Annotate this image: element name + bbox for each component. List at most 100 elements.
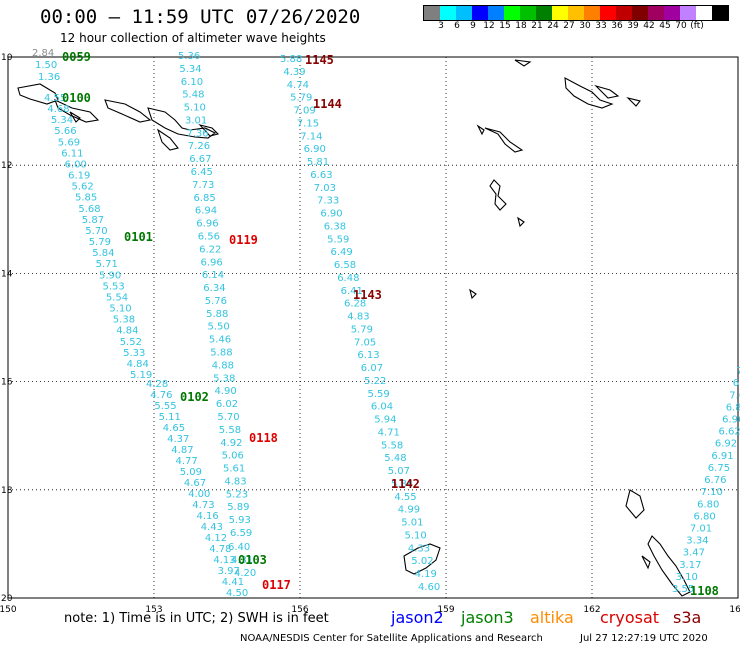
swh-value: 6.90 xyxy=(304,144,326,155)
pass-time-label: 1108 xyxy=(690,584,719,598)
pass-time-label: 0100 xyxy=(62,91,91,105)
coastline-island xyxy=(517,216,525,228)
swh-value: 7.05 xyxy=(729,390,740,401)
swh-value: 5.19 xyxy=(130,370,152,381)
swh-value: 4.68 xyxy=(47,104,69,115)
swh-value: 6.41 xyxy=(341,286,363,297)
swh-value: 5.85 xyxy=(75,193,97,204)
pass-time-label: 0103 xyxy=(238,553,267,567)
coastline-island xyxy=(626,96,641,107)
pass-0119: 5.36 5.34 6.10 5.48 5.10 3.017.36 7.26 6.67 6.45… xyxy=(178,51,258,539)
coastline-island xyxy=(484,127,524,153)
swh-value: 6.83 xyxy=(726,402,740,413)
swh-value: 4.71 xyxy=(378,428,400,439)
footnote: note: 1) Time is in UTC; 2) SWH is in fe… xyxy=(64,611,329,626)
swh-value: 5.10 xyxy=(184,103,206,114)
coastline-island xyxy=(564,77,614,109)
swh-value: 6.67 xyxy=(189,154,211,165)
scale-label: 15 xyxy=(499,21,511,31)
swh-value: 5.93 xyxy=(229,515,251,526)
swh-value: 3.55 xyxy=(672,584,694,595)
credit-line: NOAA/NESDIS Center for Satellite Applica… xyxy=(240,633,543,644)
swh-value: 6.56 xyxy=(198,232,220,243)
swh-value: 5.23 xyxy=(226,489,248,500)
swh-value: 6.58 xyxy=(334,260,356,271)
scale-swatch xyxy=(712,6,728,20)
swh-value: 7.01 xyxy=(690,524,712,535)
pass-1144: 1144 xyxy=(313,97,342,111)
swh-value: 5.09 xyxy=(180,467,202,478)
coastline-island xyxy=(198,124,220,137)
scale-swatch xyxy=(520,6,536,20)
swh-value: 4.77 xyxy=(176,456,198,467)
pass-time-label: 0102 xyxy=(180,390,209,404)
scale-label: 36 xyxy=(611,21,623,31)
swh-value: 5.70 xyxy=(217,412,239,423)
swh-value: 5.34 xyxy=(391,479,413,490)
swh-value: 4.73 xyxy=(192,500,214,511)
swh-value: 4.99 xyxy=(398,505,420,516)
swh-value: 4.67 xyxy=(184,478,206,489)
swh-value: 3.10 xyxy=(676,572,698,583)
coastline-island xyxy=(641,555,651,570)
swh-value: 7.03 xyxy=(314,183,336,194)
swh-value: 5.88 xyxy=(280,54,302,65)
swh-value: 5.34 xyxy=(51,115,73,126)
swh-value: 4.16 xyxy=(197,511,219,522)
coastline-island xyxy=(403,543,441,575)
map-frame xyxy=(7,56,739,599)
scale-swatch xyxy=(440,6,456,20)
timestamp: Jul 27 12:27:19 UTC 2020 xyxy=(580,633,708,644)
swh-value: 6.62 xyxy=(719,427,740,438)
swh-value: 4.55 xyxy=(44,93,66,104)
swh-value: 6.92 xyxy=(715,439,737,450)
scale-swatch xyxy=(680,6,696,20)
coastline-island xyxy=(104,99,152,123)
satellite-jason3: jason3 xyxy=(461,608,514,627)
swh-value: 5.38 xyxy=(213,373,235,384)
pass-0117: 0117 xyxy=(262,578,291,592)
lat-tick-label: 16 xyxy=(1,378,13,388)
swh-value: 6.63 xyxy=(310,170,332,181)
coastline-island xyxy=(625,489,645,519)
scale-label: 33 xyxy=(595,21,607,31)
scale-label: 18 xyxy=(515,21,527,31)
swh-value: 7.73 xyxy=(192,180,214,191)
swh-value: 4.13 xyxy=(213,555,235,566)
satellite-cryosat: cryosat xyxy=(600,608,660,627)
swh-value: 5.01 xyxy=(401,518,423,529)
swh-value: 4.83 xyxy=(347,312,369,323)
swh-value: 5.62 xyxy=(72,182,94,193)
coastline-island xyxy=(476,124,485,136)
swh-value: 4.83 xyxy=(224,476,246,487)
scale-label: 30 xyxy=(579,21,591,31)
swh-value: 6.00 xyxy=(65,160,87,171)
swh-value: 6.13 xyxy=(357,350,379,361)
swh-value: 5.06 xyxy=(222,451,244,462)
pass-time-label: 0059 xyxy=(62,50,91,64)
swh-value: 4.74 xyxy=(287,80,309,91)
pass-1145: 5.88 4.39 4.74 5.79 7.097.15 7.14 6.90 5.81 6.63… xyxy=(280,53,440,593)
scale-swatch xyxy=(504,6,520,20)
swh-value: 6.40 xyxy=(228,542,250,553)
scale-swatch xyxy=(648,6,664,20)
swh-value: 6.02 xyxy=(216,399,238,410)
swh-value: 3.97 xyxy=(218,566,240,577)
pass-time-label: 1145 xyxy=(305,53,334,67)
scale-swatch xyxy=(568,6,584,20)
pass-1142: 1142 xyxy=(391,477,420,491)
scale-swatch xyxy=(456,6,472,20)
pass-time-label: 0118 xyxy=(249,431,278,445)
swh-value: 5.54 xyxy=(106,292,128,303)
swh-value: 5.87 xyxy=(82,215,104,226)
swh-value: 4.33 xyxy=(408,543,430,554)
scale-swatch xyxy=(584,6,600,20)
swh-value: 5.84 xyxy=(92,248,114,259)
swh-value: 4.88 xyxy=(212,360,234,371)
swh-value: 3.47 xyxy=(683,548,705,559)
coastline-island xyxy=(156,128,179,151)
swh-value: 6.45 xyxy=(191,167,213,178)
